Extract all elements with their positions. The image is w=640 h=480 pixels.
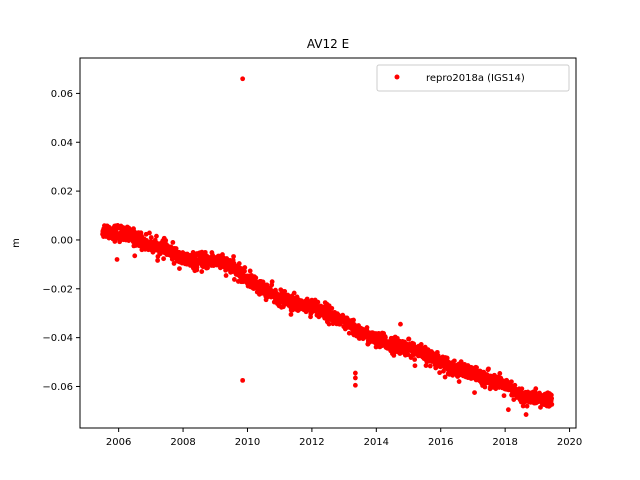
data-point-outlier bbox=[523, 412, 529, 417]
data-point bbox=[163, 238, 169, 243]
data-point bbox=[351, 317, 356, 323]
data-point bbox=[231, 277, 237, 282]
data-point bbox=[315, 299, 321, 305]
data-point bbox=[486, 366, 491, 372]
x-tick-label: 2020 bbox=[557, 437, 582, 448]
data-point bbox=[364, 325, 370, 330]
data-point bbox=[405, 352, 411, 358]
data-point bbox=[329, 305, 335, 311]
data-point bbox=[247, 268, 253, 274]
data-point bbox=[444, 355, 450, 361]
data-point bbox=[231, 254, 236, 259]
data-point bbox=[509, 379, 514, 385]
data-point bbox=[291, 290, 297, 296]
legend-box bbox=[376, 64, 570, 92]
data-point bbox=[538, 404, 543, 410]
data-point-outlier bbox=[352, 382, 358, 388]
data-point bbox=[236, 261, 242, 266]
data-point bbox=[442, 374, 448, 380]
data-point-outlier bbox=[211, 263, 217, 268]
data-point bbox=[326, 321, 332, 327]
x-tick-label: 2014 bbox=[364, 437, 389, 448]
data-point bbox=[456, 379, 462, 384]
data-point bbox=[173, 246, 179, 251]
data-point bbox=[451, 358, 457, 364]
data-point bbox=[497, 371, 503, 376]
data-point bbox=[524, 403, 530, 409]
y-tick-label: 0.00 bbox=[51, 235, 73, 246]
data-point-outlier bbox=[412, 363, 418, 369]
plot-frame bbox=[79, 57, 577, 429]
x-tick-label: 2018 bbox=[492, 437, 517, 448]
y-tick-label: 0.02 bbox=[51, 187, 73, 198]
data-point bbox=[155, 258, 161, 263]
data-point-outlier bbox=[288, 312, 294, 317]
data-point bbox=[549, 396, 555, 401]
data-point-outlier bbox=[398, 321, 403, 327]
data-point bbox=[423, 363, 429, 368]
data-point bbox=[242, 265, 248, 270]
legend-label: repro2018a (IGS14) bbox=[426, 73, 525, 84]
data-point bbox=[269, 279, 275, 285]
x-tick-label: 2008 bbox=[170, 437, 195, 448]
data-point bbox=[482, 384, 488, 390]
x-tick-label: 2012 bbox=[299, 437, 324, 448]
y-tick-label: 0.04 bbox=[51, 138, 73, 149]
data-point-outlier bbox=[472, 390, 477, 395]
data-point bbox=[520, 403, 526, 409]
x-axis: 2006 2008 2010 2012 2014 2016 2018 2020 bbox=[106, 428, 582, 448]
data-point-outlier bbox=[114, 257, 120, 262]
x-tick-label: 2010 bbox=[235, 437, 260, 448]
y-tick-label: −0.06 bbox=[42, 382, 73, 393]
data-point bbox=[253, 275, 259, 281]
y-tick-label: 0.06 bbox=[51, 89, 73, 100]
data-point bbox=[170, 240, 176, 245]
data-point bbox=[501, 393, 507, 399]
data-point bbox=[549, 401, 555, 407]
x-tick-label: 2006 bbox=[106, 437, 131, 448]
data-point bbox=[147, 230, 152, 236]
data-point-outlier bbox=[352, 375, 358, 381]
data-point bbox=[519, 386, 525, 392]
data-point bbox=[223, 273, 229, 278]
data-point bbox=[532, 389, 538, 395]
data-point bbox=[441, 368, 446, 374]
data-point-outlier bbox=[352, 370, 358, 376]
data-point bbox=[383, 335, 388, 340]
data-point bbox=[282, 289, 288, 294]
data-point bbox=[512, 382, 518, 388]
data-point bbox=[161, 256, 166, 262]
data-point bbox=[205, 265, 210, 271]
data-point bbox=[406, 336, 412, 342]
data-point bbox=[199, 269, 205, 274]
data-point bbox=[437, 370, 443, 376]
data-point bbox=[427, 363, 433, 369]
data-points bbox=[100, 76, 555, 417]
data-point bbox=[242, 268, 247, 274]
data-point bbox=[418, 342, 424, 347]
y-tick-label: −0.04 bbox=[42, 333, 73, 344]
x-tick-label: 2016 bbox=[428, 437, 453, 448]
data-point bbox=[533, 386, 539, 392]
legend: repro2018a (IGS14) bbox=[376, 64, 570, 92]
data-point bbox=[548, 392, 554, 398]
data-point-outlier bbox=[240, 76, 246, 82]
data-point bbox=[412, 357, 418, 362]
chart-title: AV12 E bbox=[307, 37, 349, 51]
data-point bbox=[154, 233, 159, 239]
legend-marker bbox=[394, 74, 400, 80]
data-point bbox=[177, 266, 182, 271]
data-point bbox=[148, 235, 154, 240]
y-axis-label: m bbox=[11, 238, 22, 248]
data-point-outlier bbox=[505, 407, 511, 413]
y-tick-label: −0.02 bbox=[42, 284, 73, 295]
y-axis: 0.06 0.04 0.02 0.00 −0.02 −0.04 −0.06 bbox=[42, 89, 80, 393]
data-point-outlier bbox=[240, 377, 246, 383]
data-point bbox=[474, 365, 479, 371]
data-point-outlier bbox=[132, 253, 138, 259]
